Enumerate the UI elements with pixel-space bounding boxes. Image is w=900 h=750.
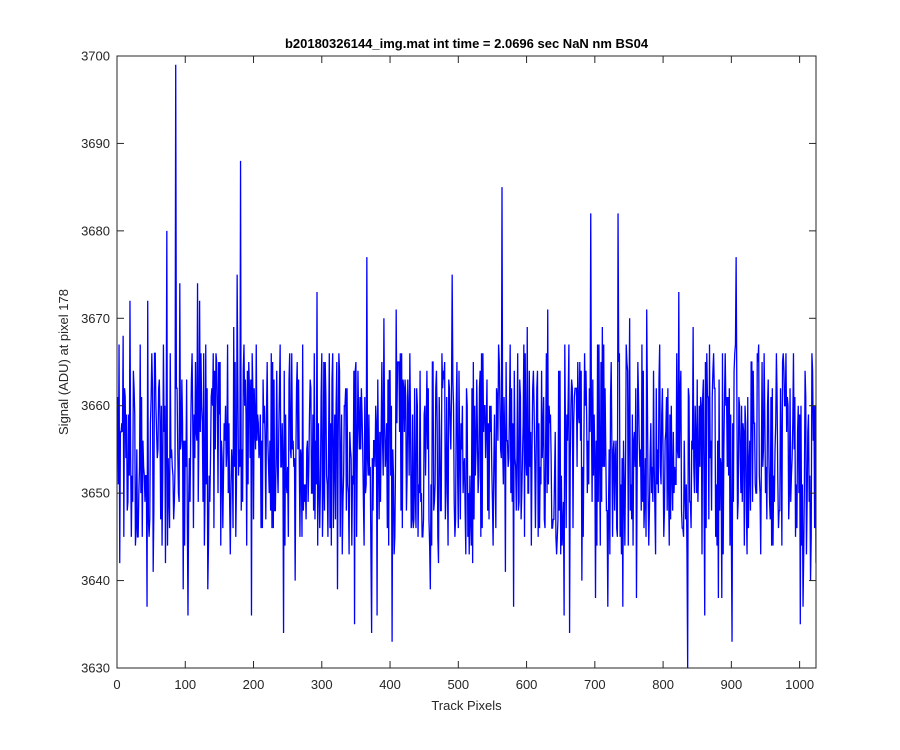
x-tick-label: 700 (584, 677, 606, 692)
x-axis-ticks: 0 100 200 300 400 500 600 700 800 900 1000 (113, 56, 814, 692)
x-axis-label: Track Pixels (431, 698, 502, 713)
y-tick-label: 3660 (81, 398, 110, 413)
y-tick-label: 3630 (81, 661, 110, 676)
y-tick-label: 3680 (81, 223, 110, 238)
x-tick-label: 400 (379, 677, 401, 692)
y-tick-label: 3700 (81, 49, 110, 64)
y-tick-label: 3670 (81, 311, 110, 326)
x-tick-label: 800 (652, 677, 674, 692)
y-tick-label: 3690 (81, 136, 110, 151)
y-tick-label: 3650 (81, 486, 110, 501)
x-tick-label: 500 (447, 677, 469, 692)
x-tick-label: 100 (174, 677, 196, 692)
y-axis-label: Signal (ADU) at pixel 178 (56, 289, 71, 435)
x-tick-label: 1000 (785, 677, 814, 692)
chart-title: b20180326144_img.mat int time = 2.0696 s… (285, 36, 649, 51)
x-tick-label: 900 (721, 677, 743, 692)
plot-area (117, 56, 816, 668)
signal-series-line (117, 64, 816, 668)
axes-box (116, 55, 817, 669)
x-tick-label: 300 (311, 677, 333, 692)
x-tick-label: 200 (243, 677, 265, 692)
y-tick-label: 3640 (81, 573, 110, 588)
x-tick-label: 600 (516, 677, 538, 692)
series-layer (117, 64, 816, 668)
y-axis-ticks: 3630 3640 3650 3660 3670 3680 3690 3700 (81, 49, 816, 676)
x-tick-label: 0 (113, 677, 120, 692)
